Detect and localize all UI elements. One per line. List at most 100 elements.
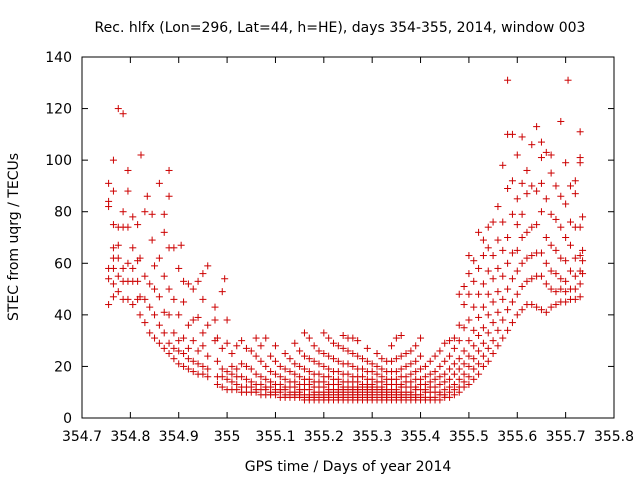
data-point xyxy=(441,339,449,347)
data-point xyxy=(388,357,396,365)
data-point xyxy=(450,380,458,388)
data-point xyxy=(475,313,483,321)
data-point xyxy=(148,236,156,244)
data-point xyxy=(479,280,487,288)
data-point xyxy=(267,378,275,386)
data-point xyxy=(124,166,132,174)
data-point xyxy=(417,365,425,373)
x-tick-label: 355 xyxy=(214,429,241,445)
data-point xyxy=(475,290,483,298)
data-point xyxy=(470,365,478,373)
data-point xyxy=(354,352,362,360)
x-tick-label: 355.3 xyxy=(352,429,392,445)
data-point xyxy=(136,311,144,319)
data-point xyxy=(160,228,168,236)
data-point xyxy=(180,350,188,358)
data-point xyxy=(276,373,284,381)
data-point xyxy=(542,280,550,288)
data-point xyxy=(180,334,188,342)
data-point xyxy=(537,306,545,314)
data-point xyxy=(494,326,502,334)
data-point xyxy=(155,179,163,187)
data-point xyxy=(446,365,454,373)
data-point xyxy=(213,334,221,342)
data-point xyxy=(489,350,497,358)
data-point xyxy=(233,342,241,350)
data-point xyxy=(199,295,207,303)
data-point xyxy=(315,360,323,368)
data-point xyxy=(124,295,132,303)
data-point xyxy=(479,252,487,260)
data-point xyxy=(465,270,473,278)
data-point xyxy=(479,236,487,244)
data-point xyxy=(484,223,492,231)
data-point xyxy=(160,344,168,352)
data-point xyxy=(300,365,308,373)
data-point xyxy=(450,370,458,378)
data-point xyxy=(148,210,156,218)
data-point xyxy=(165,192,173,200)
data-point xyxy=(402,362,410,370)
data-point xyxy=(368,368,376,376)
data-point xyxy=(339,331,347,339)
data-point xyxy=(499,161,507,169)
data-point xyxy=(267,352,275,360)
plot-frame xyxy=(81,56,615,419)
data-point xyxy=(124,259,132,267)
data-point xyxy=(296,362,304,370)
data-point xyxy=(329,339,337,347)
data-point xyxy=(344,370,352,378)
data-point xyxy=(184,355,192,363)
data-point xyxy=(320,329,328,337)
data-point xyxy=(518,282,526,290)
data-point xyxy=(373,370,381,378)
data-point xyxy=(199,270,207,278)
data-point xyxy=(436,347,444,355)
data-point xyxy=(247,365,255,373)
data-point xyxy=(407,370,415,378)
data-point xyxy=(470,277,478,285)
data-point xyxy=(508,130,516,138)
data-point xyxy=(508,210,516,218)
data-point xyxy=(175,360,183,368)
data-point xyxy=(238,360,246,368)
data-point xyxy=(300,329,308,337)
data-point xyxy=(218,344,226,352)
data-point xyxy=(484,267,492,275)
data-point xyxy=(450,344,458,352)
data-point xyxy=(576,280,584,288)
data-point xyxy=(119,208,127,216)
data-point xyxy=(151,285,159,293)
data-point xyxy=(470,342,478,350)
data-point xyxy=(523,228,531,236)
data-point xyxy=(170,344,178,352)
data-point xyxy=(233,365,241,373)
data-point xyxy=(465,352,473,360)
data-point xyxy=(281,350,289,358)
data-point xyxy=(566,182,574,190)
data-point xyxy=(518,259,526,267)
data-point xyxy=(325,352,333,360)
data-point xyxy=(465,373,473,381)
data-point xyxy=(562,257,570,265)
data-point xyxy=(276,380,284,388)
data-point xyxy=(460,301,468,309)
axis-ticks: 354.7 354.8 354.9 355 355.1 355.2 355.3 355.4 35… xyxy=(45,50,634,445)
data-point xyxy=(557,285,565,293)
data-point xyxy=(204,321,212,329)
data-point xyxy=(218,288,226,296)
data-point xyxy=(160,308,168,316)
data-point xyxy=(542,308,550,316)
data-point xyxy=(151,334,159,342)
data-point xyxy=(305,334,313,342)
data-point xyxy=(455,290,463,298)
data-point xyxy=(421,362,429,370)
x-tick-label: 355.7 xyxy=(546,429,586,445)
data-point xyxy=(136,254,144,262)
data-point xyxy=(184,365,192,373)
data-point xyxy=(484,329,492,337)
data-point xyxy=(523,190,531,198)
data-point xyxy=(281,375,289,383)
data-point xyxy=(194,313,202,321)
data-point xyxy=(499,272,507,280)
